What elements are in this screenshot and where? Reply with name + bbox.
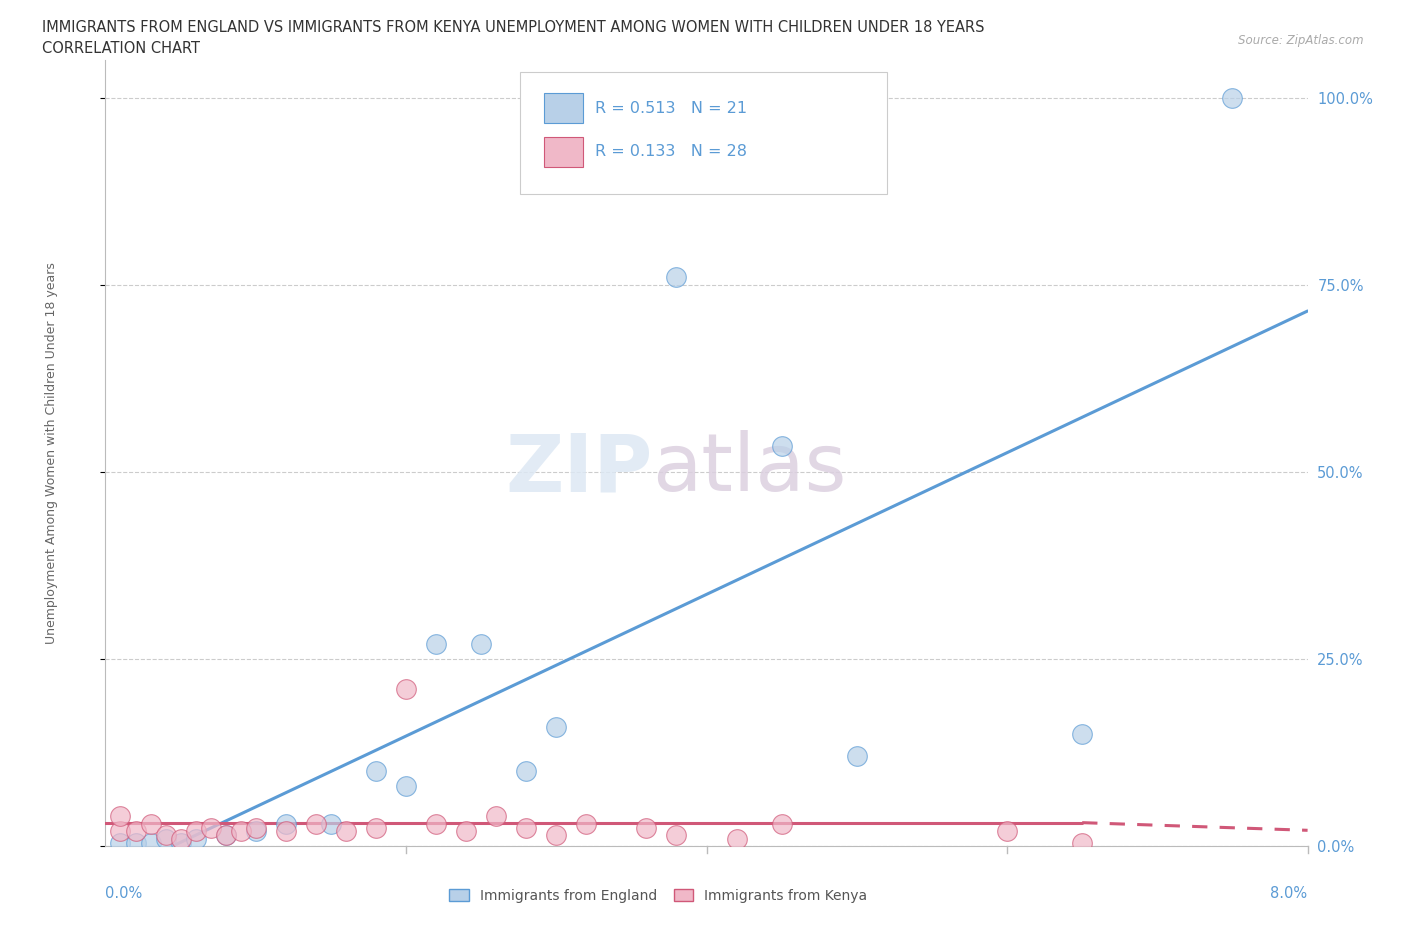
Bar: [544, 137, 582, 166]
Text: IMMIGRANTS FROM ENGLAND VS IMMIGRANTS FROM KENYA UNEMPLOYMENT AMONG WOMEN WITH C: IMMIGRANTS FROM ENGLAND VS IMMIGRANTS FR…: [42, 20, 984, 35]
Point: [319, 817, 342, 831]
Text: 0.0%: 0.0%: [105, 885, 142, 900]
Legend: Immigrants from England, Immigrants from Kenya: Immigrants from England, Immigrants from…: [444, 884, 873, 909]
Y-axis label: Unemployment Among Women with Children Under 18 years: Unemployment Among Women with Children U…: [45, 262, 58, 644]
Text: Source: ZipAtlas.com: Source: ZipAtlas.com: [1239, 34, 1364, 47]
Point: [546, 828, 568, 843]
Point: [184, 824, 207, 839]
Point: [184, 831, 207, 846]
Point: [395, 779, 418, 794]
Point: [770, 438, 793, 453]
Point: [229, 824, 252, 839]
Point: [155, 831, 177, 846]
Point: [515, 764, 537, 779]
Point: [636, 820, 658, 835]
Point: [425, 637, 447, 652]
Point: [770, 817, 793, 831]
Point: [845, 749, 868, 764]
Point: [425, 817, 447, 831]
Text: CORRELATION CHART: CORRELATION CHART: [42, 41, 200, 56]
Bar: [544, 93, 582, 124]
Point: [665, 828, 688, 843]
Point: [245, 824, 267, 839]
Point: [274, 817, 297, 831]
Point: [546, 719, 568, 734]
Point: [124, 824, 146, 839]
Point: [575, 817, 598, 831]
Point: [274, 824, 297, 839]
Text: 8.0%: 8.0%: [1271, 885, 1308, 900]
Point: [364, 820, 387, 835]
Text: R = 0.513   N = 21: R = 0.513 N = 21: [595, 100, 747, 116]
Text: R = 0.133   N = 28: R = 0.133 N = 28: [595, 144, 747, 159]
Point: [454, 824, 477, 839]
Point: [214, 828, 236, 843]
Point: [139, 835, 162, 850]
Point: [364, 764, 387, 779]
Point: [169, 835, 191, 850]
Point: [124, 835, 146, 850]
Text: atlas: atlas: [652, 430, 846, 508]
Point: [665, 270, 688, 285]
FancyBboxPatch shape: [520, 73, 887, 194]
Point: [1071, 835, 1094, 850]
Point: [139, 817, 162, 831]
Point: [1222, 90, 1244, 105]
Point: [110, 824, 132, 839]
Point: [110, 809, 132, 824]
Point: [214, 828, 236, 843]
Point: [200, 820, 222, 835]
Point: [169, 831, 191, 846]
Point: [725, 831, 748, 846]
Point: [470, 637, 492, 652]
Point: [245, 820, 267, 835]
Point: [395, 682, 418, 697]
Point: [305, 817, 328, 831]
Point: [485, 809, 508, 824]
Point: [515, 820, 537, 835]
Text: ZIP: ZIP: [505, 430, 652, 508]
Point: [335, 824, 357, 839]
Point: [1071, 726, 1094, 741]
Point: [995, 824, 1018, 839]
Point: [155, 828, 177, 843]
Point: [110, 835, 132, 850]
